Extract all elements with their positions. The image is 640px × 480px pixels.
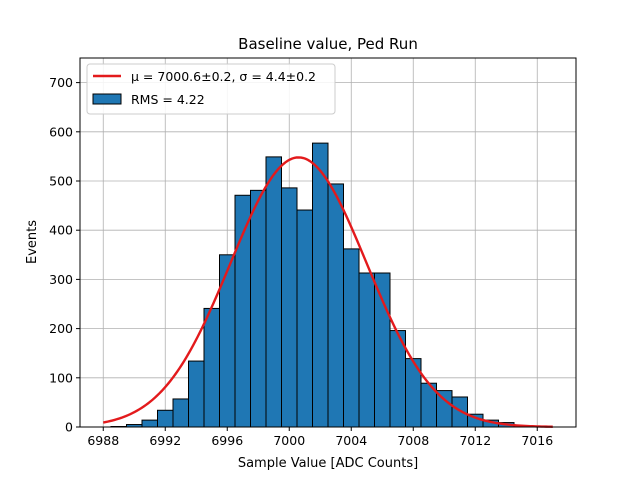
histogram-bar: [296, 209, 313, 428]
histogram-bar: [374, 272, 391, 428]
y-axis-ticks: 0 100 200 300 400 500 600 700: [49, 75, 80, 435]
legend-box: [86, 63, 336, 115]
y-tick-label: 500: [49, 174, 73, 189]
y-tick-label: 100: [49, 370, 73, 385]
legend-fit-mu: μ = 7000.6±0.2: [131, 69, 231, 84]
histogram-bar: [327, 183, 344, 428]
fit-curve: [103, 156, 553, 428]
x-tick-label: 6996: [211, 433, 243, 448]
histogram-bar: [203, 307, 220, 428]
x-tick-label: 7000: [273, 433, 305, 448]
legend: μ = 7000.6±0.2, σ = 4.4±0.2 RMS = 4.22: [86, 63, 336, 115]
x-axis-label: Sample Value [ADC Counts]: [238, 456, 418, 471]
legend-histogram-swatch: [92, 93, 122, 105]
histogram-bar: [234, 194, 251, 428]
y-tick-label: 200: [49, 321, 73, 336]
histogram-bar: [281, 187, 298, 428]
legend-fit-sigma: σ = 4.4±0.2: [239, 69, 316, 84]
x-axis-ticks: 6988 6992 6996 7000 7004 7008 7012 7016: [87, 427, 553, 448]
histogram-bar: [219, 254, 236, 428]
y-tick-label: 600: [49, 124, 73, 139]
y-tick-label: 0: [65, 420, 73, 435]
y-tick-label: 400: [49, 223, 73, 238]
legend-fit-label: μ = 7000.6±0.2, σ = 4.4±0.2: [131, 69, 316, 84]
histogram-bar: [188, 360, 205, 428]
x-tick-label: 6988: [87, 433, 119, 448]
histogram-bar: [141, 419, 158, 428]
legend-histogram-label: RMS = 4.22: [131, 92, 205, 107]
histogram-bar: [451, 396, 468, 428]
x-tick-label: 7004: [335, 433, 367, 448]
histogram-bar: [157, 409, 174, 428]
histogram-bar: [265, 156, 282, 428]
x-tick-label: 6992: [149, 433, 181, 448]
chart-title: Baseline value, Ped Run: [238, 35, 418, 53]
histogram-bar: [358, 272, 375, 428]
x-tick-label: 7008: [397, 433, 429, 448]
histogram-bar: [343, 248, 360, 428]
x-tick-label: 7016: [521, 433, 553, 448]
legend-fit-separator: ,: [231, 69, 239, 84]
histogram-bar: [172, 398, 189, 428]
x-tick-label: 7012: [459, 433, 491, 448]
y-axis-label: Events: [25, 220, 40, 264]
gaussian-fit: [103, 156, 553, 428]
histogram-bar: [312, 142, 329, 428]
y-tick-label: 700: [49, 75, 73, 90]
plot-frame: [79, 57, 577, 428]
histogram-bar: [250, 189, 267, 428]
y-tick-label: 300: [49, 272, 73, 287]
